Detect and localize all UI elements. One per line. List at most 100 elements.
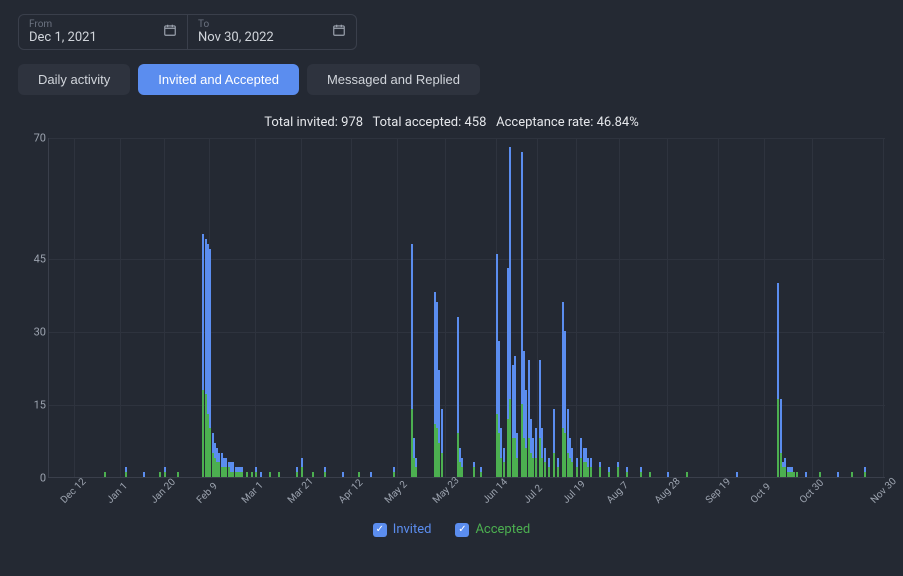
x-tick-label: Aug 28 — [653, 476, 683, 506]
x-tick-label: Oct 30 — [797, 478, 825, 506]
grid-line-h — [49, 259, 885, 260]
bar-accepted — [535, 458, 537, 477]
bar-accepted — [164, 472, 166, 477]
bar-invited — [342, 472, 344, 477]
legend-item-invited[interactable]: ✓ Invited — [373, 522, 432, 537]
bar-accepted — [125, 472, 127, 477]
checkbox-icon: ✓ — [373, 523, 387, 537]
x-tick-label: Jan 1 — [105, 481, 130, 506]
y-tick-label: 30 — [34, 326, 46, 339]
grid-line-h — [49, 405, 885, 406]
x-tick-label: Aug 7 — [605, 480, 631, 506]
y-axis: 015304570 — [18, 138, 46, 478]
bar-accepted — [640, 472, 642, 477]
bar-accepted — [796, 472, 798, 477]
bar-invited — [370, 472, 372, 477]
bar-accepted — [246, 472, 248, 477]
bar-invited — [805, 472, 807, 477]
bar-accepted — [553, 453, 555, 477]
x-tick-label: Mar 1 — [240, 480, 266, 506]
bar-accepted — [617, 467, 619, 477]
legend-accepted-label: Accepted — [475, 522, 530, 537]
legend: ✓ Invited ✓ Accepted — [0, 518, 903, 537]
tabs-row: Daily activity Invited and Accepted Mess… — [0, 64, 903, 101]
bar-accepted — [301, 467, 303, 477]
bar-accepted — [851, 472, 853, 477]
bar-accepted — [516, 458, 518, 477]
tab-invited-accepted[interactable]: Invited and Accepted — [138, 64, 299, 95]
grid-line-v — [351, 138, 352, 477]
grid-line-v — [255, 138, 256, 477]
grid-line-v — [576, 138, 577, 477]
summary-invited-label: Total invited: — [264, 115, 338, 130]
x-tick-label: Sep 19 — [703, 477, 732, 506]
bar-accepted — [241, 472, 243, 477]
grid-line-v — [718, 138, 719, 477]
y-tick-label: 45 — [34, 253, 46, 266]
grid-line-v — [764, 138, 765, 477]
bar-accepted — [473, 467, 475, 477]
x-axis-labels: Dec 12Jan 1Jan 20Feb 9Mar 1Mar 21Apr 12M… — [48, 478, 885, 518]
calendar-icon — [332, 23, 346, 41]
grid-line-v — [537, 138, 538, 477]
bar-accepted — [324, 472, 326, 477]
bar-accepted — [255, 472, 257, 477]
grid-line-v — [619, 138, 620, 477]
bar-accepted — [544, 462, 546, 477]
date-to-value: Nov 30, 2022 — [198, 30, 346, 45]
grid-line-v — [301, 138, 302, 477]
bar-accepted — [626, 472, 628, 477]
date-from-field[interactable]: From Dec 1, 2021 — [18, 14, 188, 50]
x-tick-label: May 2 — [382, 479, 409, 506]
bar-accepted — [393, 472, 395, 477]
grid-line-v — [445, 138, 446, 477]
summary-rate-value: 46.84% — [597, 115, 639, 130]
bar-accepted — [571, 462, 573, 477]
bar-accepted — [441, 453, 443, 477]
bar-accepted — [590, 467, 592, 477]
bar-accepted — [548, 467, 550, 477]
grid-line-v — [74, 138, 75, 477]
summary-invited-value: 978 — [341, 115, 363, 130]
y-tick-label: 0 — [40, 472, 46, 485]
bar-accepted — [819, 472, 821, 477]
bar-accepted — [503, 462, 505, 477]
bar-accepted — [686, 472, 688, 477]
grid-line-v — [120, 138, 121, 477]
summary-accepted-value: 458 — [465, 115, 487, 130]
date-range-row: From Dec 1, 2021 To Nov 30, 2022 — [0, 0, 903, 64]
x-tick-label: Jun 14 — [481, 477, 510, 506]
x-tick-label: Oct 9 — [749, 482, 773, 506]
grid-line-h — [49, 332, 885, 333]
bar-accepted — [296, 472, 298, 477]
bar-accepted — [599, 467, 601, 477]
x-tick-label: Dec 12 — [59, 476, 89, 506]
date-to-field[interactable]: To Nov 30, 2022 — [187, 14, 357, 50]
date-from-label: From — [29, 19, 177, 30]
x-tick-label: Apr 12 — [337, 477, 365, 505]
bar-invited — [667, 472, 669, 477]
bar-accepted — [278, 472, 280, 477]
bar-accepted — [251, 472, 253, 477]
grid-line-v — [812, 138, 813, 477]
bar-accepted — [864, 472, 866, 477]
legend-invited-label: Invited — [393, 522, 432, 537]
x-tick-label: Jul 2 — [522, 483, 545, 506]
x-tick-label: Feb 9 — [194, 481, 219, 506]
bar-accepted — [358, 472, 360, 477]
chart-area: 015304570 — [0, 138, 903, 478]
grid-line-v — [164, 138, 165, 477]
y-tick-label: 70 — [34, 132, 46, 145]
bar-accepted — [415, 467, 417, 477]
grid-line-v — [667, 138, 668, 477]
x-tick-label: Nov 30 — [869, 476, 899, 506]
tab-messaged-replied[interactable]: Messaged and Replied — [307, 64, 480, 95]
summary-accepted-label: Total accepted: — [373, 115, 462, 130]
bar-accepted — [177, 472, 179, 477]
bar-accepted — [269, 472, 271, 477]
legend-item-accepted[interactable]: ✓ Accepted — [455, 522, 530, 537]
plot-area — [48, 138, 885, 478]
tab-daily-activity[interactable]: Daily activity — [18, 64, 130, 95]
bar-invited — [837, 472, 839, 477]
bar-accepted — [461, 467, 463, 477]
